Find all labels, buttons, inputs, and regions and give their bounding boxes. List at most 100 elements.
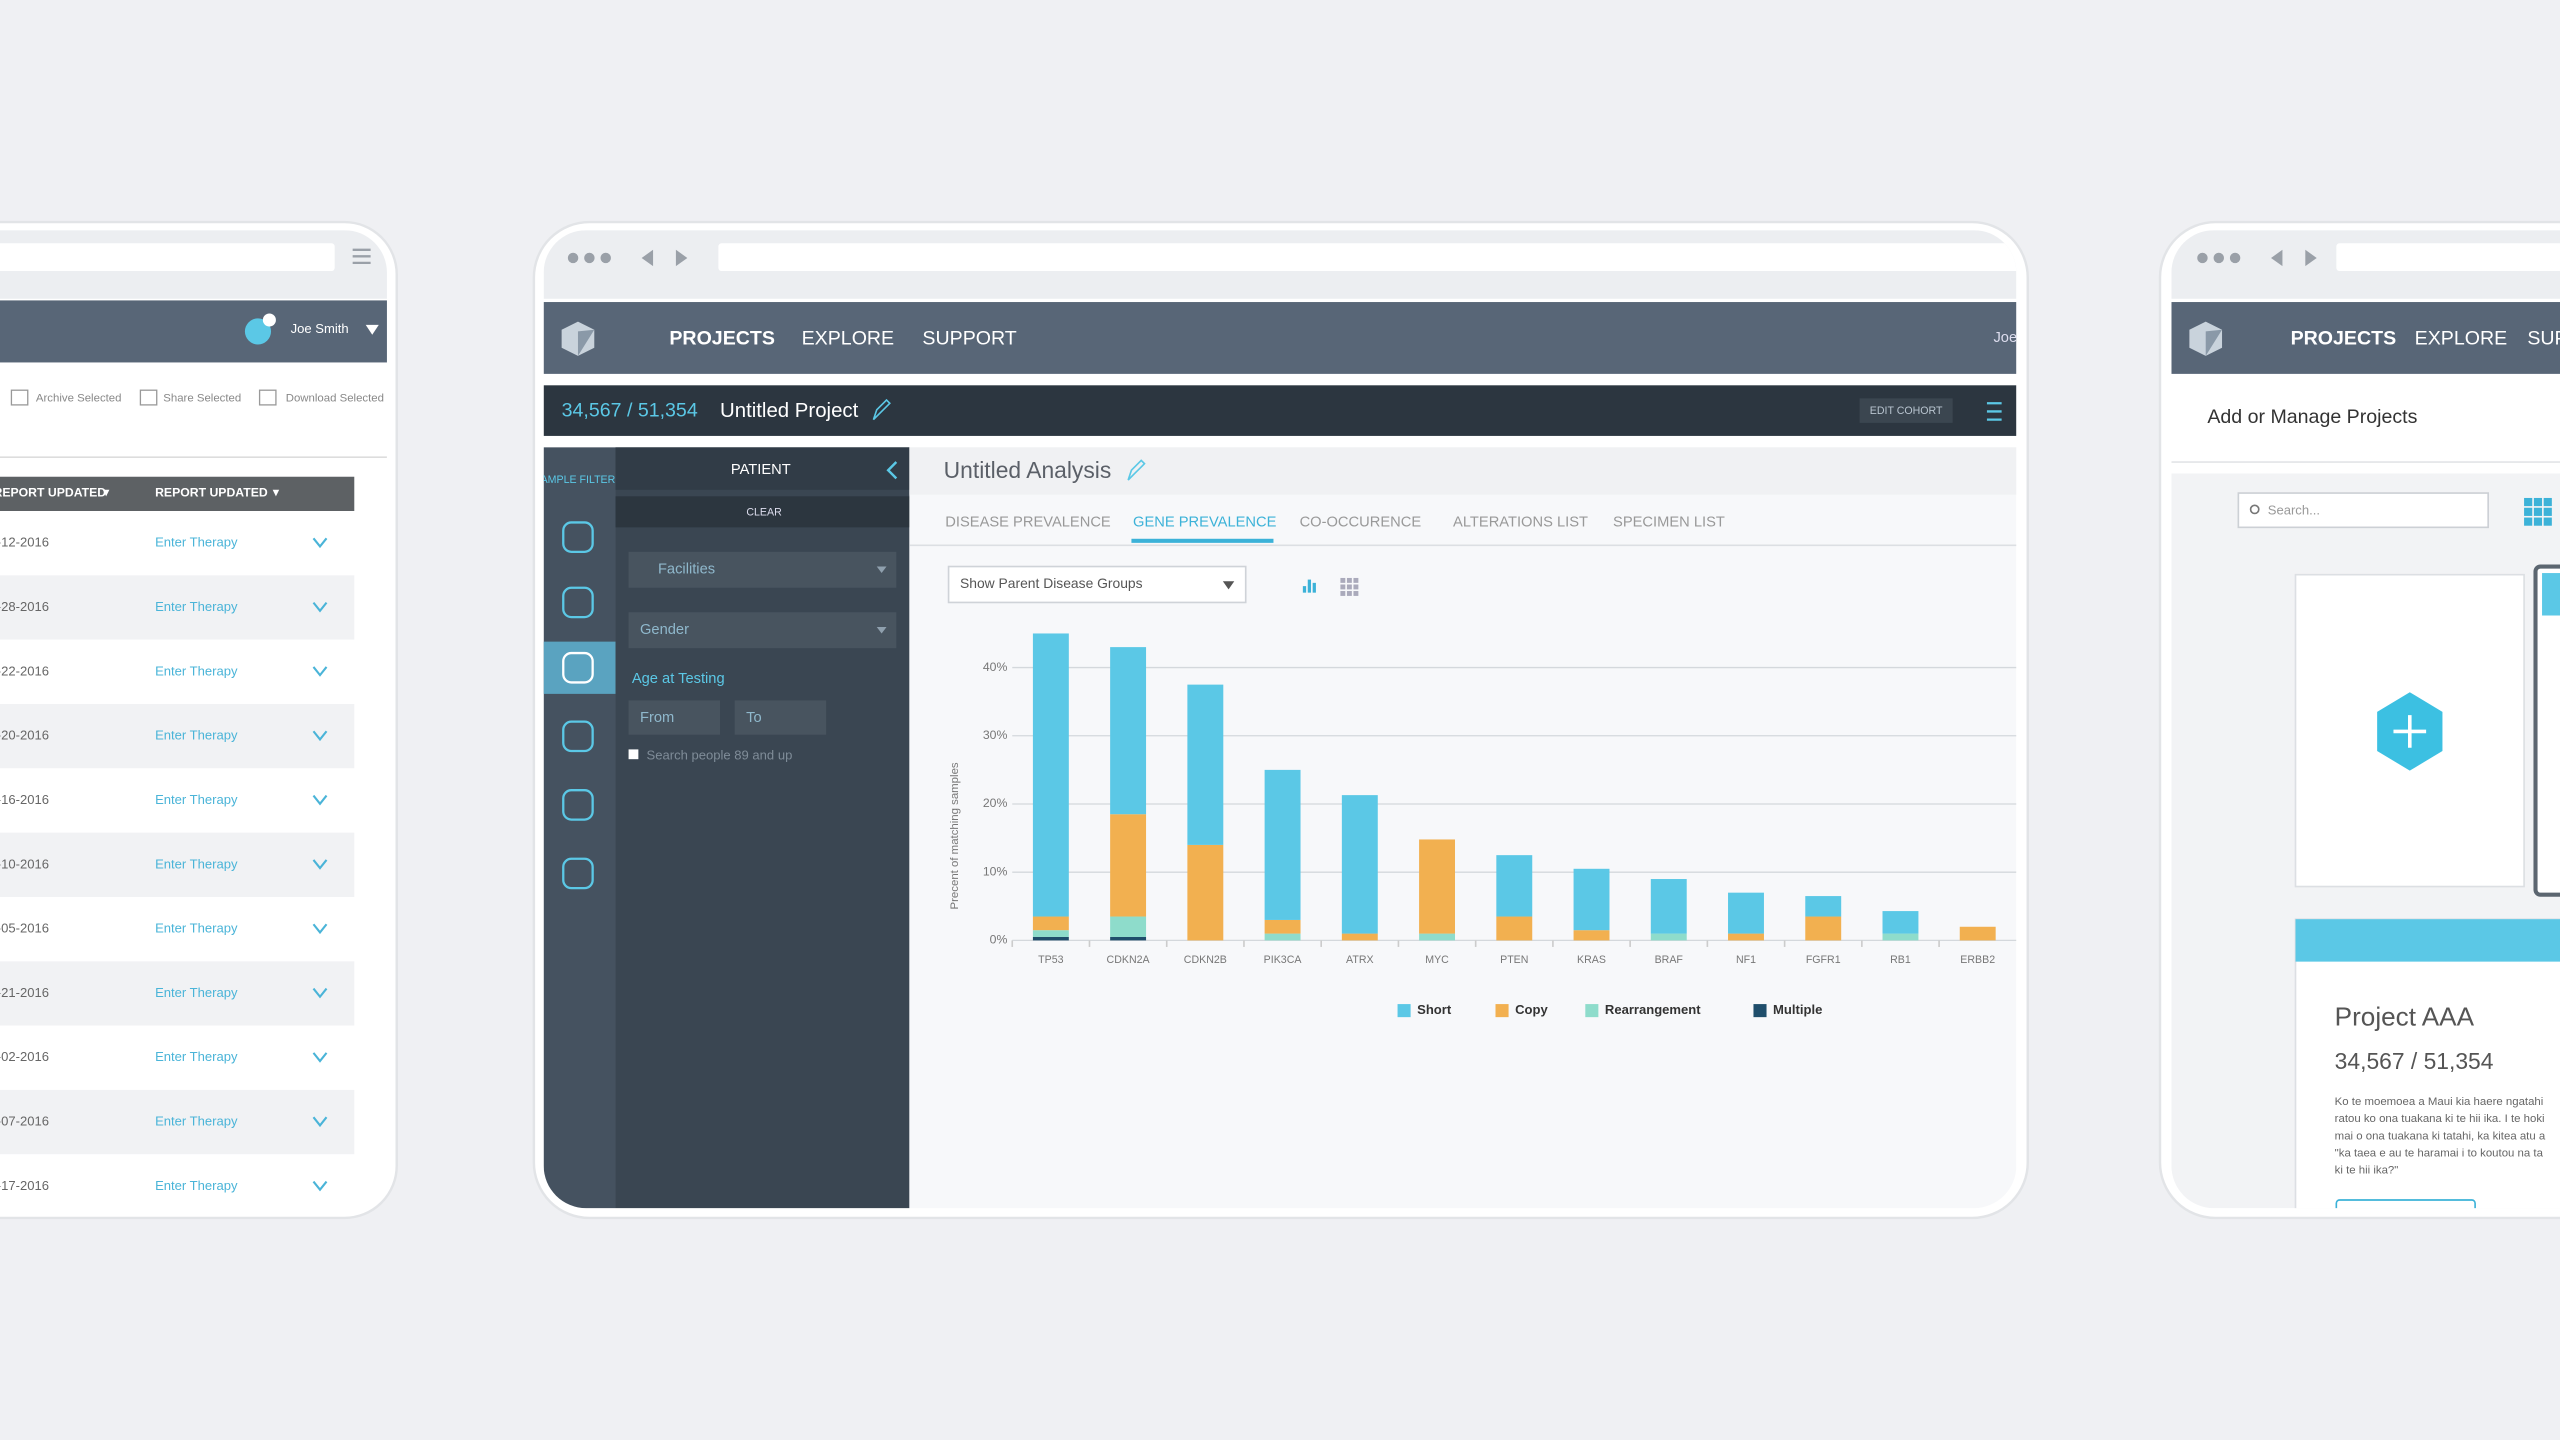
grid-view-icon[interactable]	[1340, 577, 1346, 583]
bar-view-icon[interactable]	[1302, 586, 1307, 593]
status-link[interactable]: Enter Therapy	[155, 663, 238, 678]
expand-chevron[interactable]	[312, 859, 328, 870]
analysis-tab[interactable]: DISEASE PREVALENCE	[945, 514, 1111, 530]
filter-select-label[interactable]: Gender	[640, 622, 689, 638]
grid-view-icon[interactable]	[2524, 517, 2533, 526]
project-card[interactable]	[2294, 918, 2560, 1221]
expand-chevron[interactable]	[312, 730, 328, 742]
grid-view-icon[interactable]	[2533, 517, 2543, 526]
address-bar[interactable]	[0, 243, 335, 272]
status-link[interactable]: Enter Therapy	[155, 985, 238, 1000]
edit-icon[interactable]	[1127, 459, 1146, 481]
back-button[interactable]	[641, 249, 654, 267]
toolbar-action[interactable]: Download Selected	[286, 392, 384, 404]
grid-view-icon[interactable]	[2543, 517, 2552, 526]
bar-view-icon[interactable]	[1312, 582, 1316, 593]
notification-icon[interactable]	[244, 318, 272, 345]
filter-icon[interactable]	[562, 586, 594, 619]
bar-segment	[1032, 930, 1069, 937]
dropdown-label[interactable]: Show Parent Disease Groups	[960, 575, 1143, 591]
expand-chevron[interactable]	[312, 601, 328, 613]
expand-chevron[interactable]	[312, 1180, 328, 1192]
age-input-label[interactable]: To	[746, 710, 762, 726]
expand-chevron[interactable]	[312, 537, 328, 549]
edit-cohort-button[interactable]	[1859, 398, 1953, 423]
analysis-tab[interactable]: SPECIMEN LIST	[1613, 514, 1725, 530]
filter-icon[interactable]	[562, 857, 594, 890]
nav-link[interactable]: SUPPORT	[922, 328, 1016, 350]
filter-icon[interactable]	[562, 651, 594, 684]
nav-link[interactable]: EXPLORE	[2415, 328, 2508, 350]
user-name[interactable]: Joe	[1993, 330, 2017, 346]
grid-view-icon[interactable]	[2524, 507, 2533, 516]
column-header[interactable]: REPORT UPDATED	[0, 485, 106, 499]
collapse-icon[interactable]	[886, 461, 898, 480]
status-link[interactable]: Enter Therapy	[155, 599, 238, 614]
grid-view-icon[interactable]	[1346, 584, 1352, 590]
filter-select[interactable]	[628, 612, 897, 649]
filter-icon[interactable]	[562, 521, 594, 553]
search-box[interactable]	[2237, 492, 2489, 529]
grid-view-icon[interactable]	[1340, 591, 1346, 596]
clear-strip[interactable]	[615, 496, 910, 528]
back-button[interactable]	[2271, 249, 2283, 267]
grid-view-icon[interactable]	[1353, 577, 1359, 583]
grid-view-icon[interactable]	[2543, 507, 2552, 516]
status-link[interactable]: Enter Therapy	[155, 921, 238, 936]
toolbar-action[interactable]: Archive Selected	[36, 392, 122, 404]
clear-button[interactable]: CLEAR	[746, 506, 782, 518]
expand-chevron[interactable]	[312, 1052, 328, 1063]
toolbar-action[interactable]: Share Selected	[163, 392, 241, 404]
nav-link[interactable]: PROJECTS	[2291, 328, 2397, 350]
grid-view-icon[interactable]	[1346, 577, 1352, 583]
status-link[interactable]: Enter Therapy	[155, 535, 238, 550]
age-input[interactable]	[628, 700, 720, 735]
grid-view-icon[interactable]	[1340, 584, 1346, 590]
dropdown[interactable]	[947, 565, 1247, 604]
nav-link[interactable]: SUP	[2527, 328, 2560, 350]
search-placeholder[interactable]: Search...	[2268, 502, 2320, 517]
nav-link[interactable]: PROJECTS	[669, 328, 775, 350]
grid-view-icon[interactable]	[1353, 584, 1359, 590]
expand-chevron[interactable]	[312, 987, 328, 999]
filter-select-label[interactable]: Facilities	[658, 562, 715, 578]
filter-icon[interactable]	[562, 720, 594, 753]
forward-button[interactable]	[2305, 249, 2317, 267]
checkbox[interactable]	[628, 749, 639, 760]
age-input[interactable]	[734, 700, 827, 735]
bar-view-icon[interactable]	[1307, 579, 1312, 593]
grid-view-icon[interactable]	[2533, 497, 2543, 507]
expand-chevron[interactable]	[312, 794, 328, 806]
expand-chevron[interactable]	[312, 1116, 328, 1128]
analysis-tab[interactable]: ALTERATIONS LIST	[1453, 514, 1588, 530]
status-link[interactable]: Enter Therapy	[155, 1049, 238, 1064]
analysis-tab[interactable]: GENE PREVALENCE	[1133, 514, 1277, 530]
open-button[interactable]	[2335, 1199, 2476, 1233]
nav-link[interactable]: EXPLORE	[802, 328, 894, 350]
grid-view-icon[interactable]	[2533, 507, 2543, 516]
address-bar[interactable]	[2336, 243, 2560, 272]
grid-view-icon[interactable]	[2524, 497, 2533, 507]
status-link[interactable]: Enter Therapy	[155, 1114, 238, 1129]
address-bar[interactable]	[718, 243, 2024, 272]
status-link[interactable]: Enter Therapy	[155, 856, 238, 871]
column-header[interactable]: REPORT UPDATED	[155, 485, 268, 499]
grid-view-icon[interactable]	[1346, 591, 1352, 596]
expand-chevron[interactable]	[312, 666, 328, 677]
status-link[interactable]: Enter Therapy	[155, 792, 238, 807]
edit-cohort-label[interactable]: EDIT COHORT	[1870, 405, 1943, 417]
forward-button[interactable]	[675, 249, 688, 267]
grid-view-icon[interactable]	[2543, 497, 2552, 507]
checkbox-label[interactable]: Search people 89 and up	[647, 747, 793, 762]
grid-view-icon[interactable]	[1353, 591, 1359, 596]
expand-chevron[interactable]	[312, 923, 328, 935]
age-input-label[interactable]: From	[640, 710, 674, 726]
status-link[interactable]: Enter Therapy	[155, 1178, 238, 1193]
filter-icon[interactable]	[562, 789, 594, 821]
filter-select[interactable]	[628, 551, 897, 588]
user-name[interactable]: Joe Smith	[291, 321, 349, 336]
status-link[interactable]: Enter Therapy	[155, 728, 238, 743]
analysis-tab[interactable]: CO-OCCURENCE	[1300, 514, 1422, 530]
edit-icon[interactable]	[872, 398, 891, 421]
